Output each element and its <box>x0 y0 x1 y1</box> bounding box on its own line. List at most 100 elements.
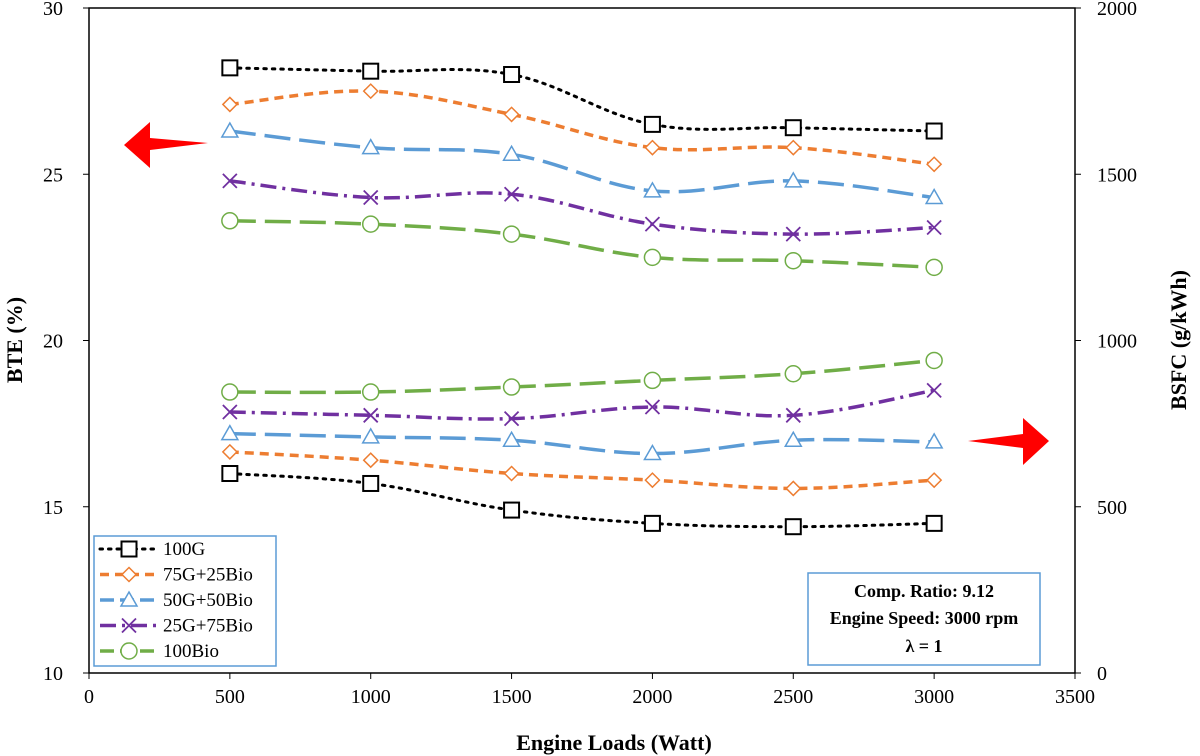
bsfc-point-100Bio <box>221 383 239 401</box>
x-tick-label: 1000 <box>351 686 391 708</box>
y-axis-title: BTE (%) <box>2 297 27 383</box>
bsfc-point-25G+75Bio <box>926 382 942 399</box>
bte-point-25G+75Bio <box>926 219 942 236</box>
legend-marker <box>120 540 138 558</box>
legend-label: 25G+75Bio <box>163 616 253 637</box>
legend-label: 75G+25Bio <box>163 565 253 586</box>
bte-point-25G+75Bio <box>644 216 661 232</box>
bte-point-75G+25Bio <box>362 83 379 100</box>
bte-point-25G+75Bio <box>363 189 379 206</box>
bsfc-point-50G+50Bio <box>502 430 521 447</box>
y-tick-label: 25 <box>43 164 63 186</box>
series-50G+50Bio <box>220 121 944 461</box>
bsfc-point-25G+75Bio <box>503 411 520 427</box>
y2-tick-label: 500 <box>1097 497 1127 519</box>
note-lambda: λ = 1 <box>905 636 942 656</box>
bte-point-75G+25Bio <box>785 139 802 156</box>
bsfc-point-50G+50Bio <box>924 432 944 449</box>
bte-point-100G <box>643 115 661 133</box>
bsfc-line-100Bio <box>229 358 935 395</box>
bte-point-100Bio <box>643 248 662 267</box>
bsfc-point-50G+50Bio <box>643 444 662 461</box>
bte-point-25G+75Bio <box>503 186 520 202</box>
legend-marker <box>119 590 139 607</box>
bte-point-100Bio <box>784 251 803 270</box>
bsfc-point-25G+75Bio <box>785 407 801 423</box>
legend-label: 50G+50Bio <box>163 590 253 611</box>
bte-point-50G+50Bio <box>220 121 240 138</box>
y-tick-label: 15 <box>43 497 63 519</box>
y-tick-label: 20 <box>43 331 63 353</box>
bsfc-point-100Bio <box>502 378 521 396</box>
bsfc-line-25G+75Bio <box>229 388 935 421</box>
bsfc-point-100Bio <box>925 351 943 370</box>
bte-point-100Bio <box>925 258 943 277</box>
bsfc-point-100G <box>362 474 380 492</box>
y2-axis-title: BSFC (g/kWh) <box>1166 270 1191 410</box>
legend-label: 100Bio <box>163 641 219 662</box>
bte-point-100G <box>784 119 802 137</box>
bte-line-75G+25Bio <box>229 89 935 167</box>
legend: 100G 75G+25Bio 50G+50Bio 25G+75Bio 100Bio <box>93 535 277 667</box>
bte-point-100Bio <box>221 212 239 230</box>
x-tick-label: 500 <box>215 686 245 708</box>
bsfc-point-75G+25Bio <box>785 480 802 497</box>
bte-point-75G+25Bio <box>503 106 520 123</box>
bte-point-50G+50Bio <box>502 144 521 162</box>
legend-item-100G: 100G <box>98 539 206 560</box>
bte-point-100G <box>221 59 239 77</box>
bsfc-point-50G+50Bio <box>783 430 803 447</box>
note-engine-speed: Engine Speed: 3000 rpm <box>830 608 1019 628</box>
y2-axis-ticks: 0 500 1000 1500 2000 <box>1075 0 1137 685</box>
y2-tick-label: 1500 <box>1097 164 1137 186</box>
bsfc-point-50G+50Bio <box>361 427 381 444</box>
bte-point-100Bio <box>361 215 380 233</box>
y2-tick-label: 0 <box>1097 663 1107 685</box>
x-tick-label: 3500 <box>1055 686 1095 708</box>
y-tick-label: 10 <box>43 663 63 685</box>
bte-point-50G+50Bio <box>783 171 803 188</box>
x-tick-label: 2000 <box>632 686 672 708</box>
bsfc-point-100G <box>925 514 943 532</box>
legend-item-50G+50Bio: 50G+50Bio <box>100 590 253 611</box>
right-arrow-icon <box>968 418 1049 465</box>
bte-point-75G+25Bio <box>221 96 238 113</box>
series-75G+25Bio <box>221 83 943 497</box>
series-layer <box>220 59 944 536</box>
bsfc-point-75G+25Bio <box>644 472 661 489</box>
bsfc-line-75G+25Bio <box>229 450 935 491</box>
bsfc-point-25G+75Bio <box>222 404 238 420</box>
bsfc-point-75G+25Bio <box>221 443 238 460</box>
bsfc-point-75G+25Bio <box>503 465 520 482</box>
bte-point-100G <box>503 66 521 83</box>
bte-point-100Bio <box>502 225 521 243</box>
bte-point-50G+50Bio <box>924 188 944 205</box>
bsfc-line-50G+50Bio <box>229 431 935 456</box>
x-tick-label: 0 <box>84 686 94 708</box>
bte-point-100G <box>925 122 943 140</box>
series-100Bio <box>221 212 943 401</box>
legend-item-25G+75Bio: 25G+75Bio <box>100 616 253 637</box>
y2-tick-label: 1000 <box>1097 331 1137 353</box>
x-tick-label: 3000 <box>914 686 954 708</box>
bsfc-point-100Bio <box>361 383 380 401</box>
legend-marker <box>121 617 137 634</box>
bsfc-point-100Bio <box>643 371 662 390</box>
bsfc-point-25G+75Bio <box>363 407 379 423</box>
legend-marker <box>120 566 138 583</box>
x-axis-title: Engine Loads (Watt) <box>516 730 712 755</box>
left-arrow-icon <box>124 122 208 168</box>
bte-line-100G <box>228 66 936 133</box>
bsfc-point-100G <box>503 501 521 519</box>
y2-tick-label: 2000 <box>1097 0 1137 20</box>
bte-point-75G+25Bio <box>926 156 943 173</box>
bsfc-point-100Bio <box>784 365 803 383</box>
bte-point-100G <box>362 62 380 80</box>
bsfc-point-50G+50Bio <box>220 424 240 441</box>
x-tick-label: 1500 <box>492 686 532 708</box>
bte-point-25G+75Bio <box>222 173 238 189</box>
bte-line-50G+50Bio <box>229 129 935 200</box>
legend-marker <box>120 642 138 660</box>
bsfc-point-25G+75Bio <box>644 399 661 415</box>
bsfc-point-75G+25Bio <box>362 452 379 469</box>
